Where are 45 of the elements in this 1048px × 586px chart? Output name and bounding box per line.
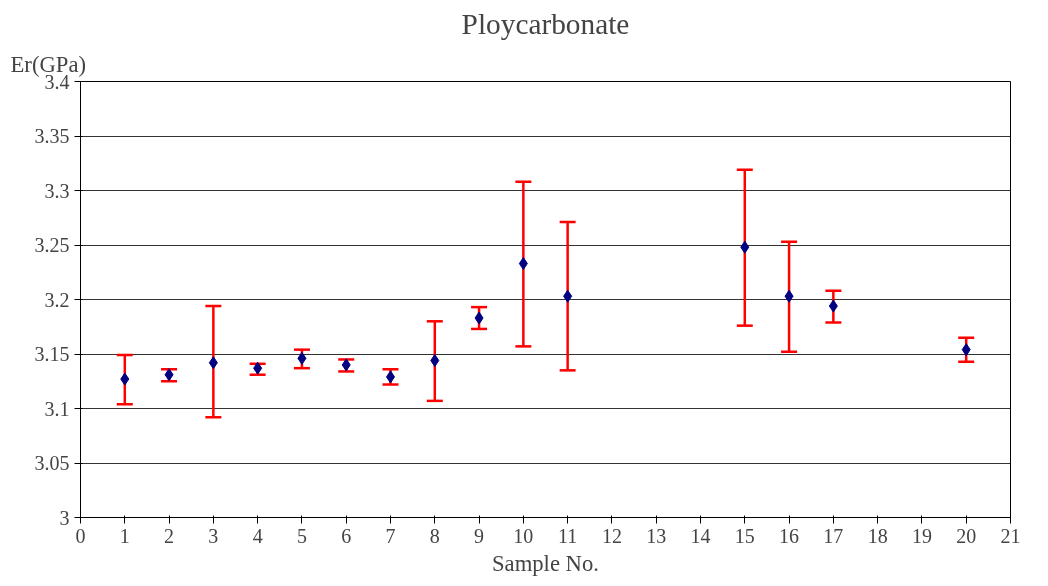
y-tick-label: 3.2 <box>44 288 70 311</box>
point <box>120 372 130 386</box>
point <box>740 240 750 254</box>
x-tick-label: 18 <box>867 524 888 547</box>
y-axis-title: Er(GPa) <box>10 51 86 77</box>
point <box>253 361 263 375</box>
point <box>784 289 794 303</box>
point <box>828 299 838 313</box>
x-tick-label: 6 <box>341 524 352 547</box>
point <box>518 257 528 271</box>
y-tick-label: 3.3 <box>44 179 70 202</box>
x-tick-label: 10 <box>513 524 534 547</box>
x-tick-label: 12 <box>601 524 622 547</box>
point <box>474 311 484 325</box>
x-tick-label: 20 <box>956 524 977 547</box>
point <box>208 356 218 370</box>
x-tick-label: 1 <box>119 524 130 547</box>
x-tick-label: 13 <box>646 524 667 547</box>
x-tick-label: 8 <box>429 524 440 547</box>
point <box>297 351 307 365</box>
y-tick-label: 3.35 <box>34 125 70 147</box>
x-tick-label: 11 <box>558 524 578 547</box>
y-tick-label: 3.15 <box>34 343 70 365</box>
y-tick-label: 3.05 <box>34 452 70 474</box>
x-tick-label: 7 <box>385 524 396 547</box>
x-tick-label: 3 <box>208 524 219 547</box>
x-tick-label: 16 <box>779 524 800 547</box>
x-tick-label: 19 <box>911 524 932 547</box>
x-tick-label: 15 <box>734 524 755 547</box>
y-tick-label: 3 <box>59 506 70 529</box>
x-tick-label: 0 <box>75 524 86 547</box>
chart-title: Ploycarbonate <box>461 7 630 40</box>
x-tick-label: 2 <box>164 524 175 547</box>
x-tick-label: 5 <box>296 524 307 547</box>
point <box>430 354 440 368</box>
y-tick-label: 3.1 <box>44 397 70 420</box>
point <box>563 289 573 303</box>
x-tick-label: 14 <box>690 524 711 547</box>
x-tick-label: 21 <box>1000 524 1021 547</box>
point <box>961 343 971 357</box>
x-tick-label: 4 <box>252 524 263 547</box>
x-tick-label: 17 <box>823 524 844 547</box>
y-tick-label: 3.25 <box>34 234 70 256</box>
x-axis-title: Sample No. <box>492 550 599 576</box>
x-tick-label: 9 <box>474 524 485 547</box>
